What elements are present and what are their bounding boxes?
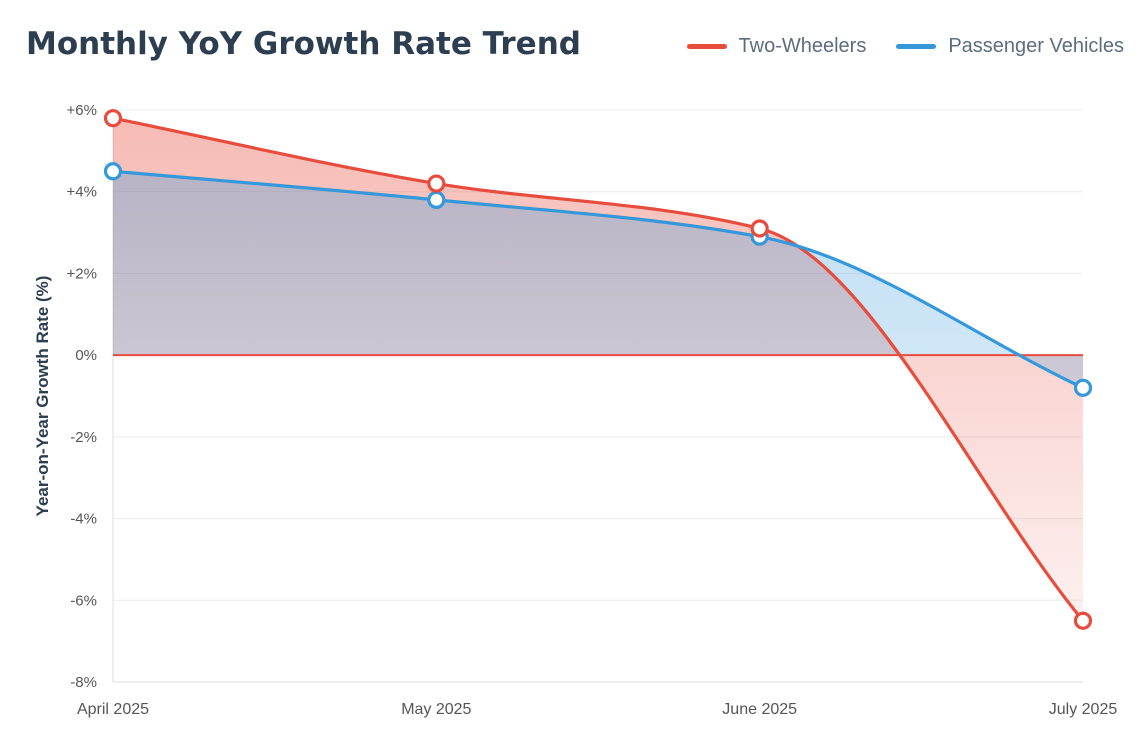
chart-legend: Two-Wheelers Passenger Vehicles [686,35,1124,58]
data-point-passenger-vehicles [427,190,446,209]
chart-title: Monthly YoY Growth Rate Trend [26,26,581,62]
y-tick-label: +2% [67,265,97,282]
legend-item-two-wheelers[interactable]: Two-Wheelers [686,35,867,58]
y-tick-label: +4% [67,184,97,201]
y-tick-label: -4% [70,511,97,528]
y-tick-label: -2% [70,429,97,446]
x-tick-label: April 2025 [77,701,149,718]
line-passenger-vehicles [111,169,1085,390]
data-point-two-wheelers [103,109,123,128]
y-tick-label: +6% [67,102,97,119]
legend-swatch-two-wheelers [686,44,727,49]
y-tick-label: 0% [75,347,97,364]
data-point-two-wheelers [427,174,446,193]
legend-item-passenger-vehicles[interactable]: Passenger Vehicles [896,35,1124,58]
legend-swatch-passenger-vehicles [896,44,937,49]
y-tick-label: -6% [70,592,97,609]
data-point-passenger-vehicles [103,162,123,181]
y-tick-label: -8% [70,674,97,691]
data-point-two-wheelers [1073,611,1093,630]
x-tick-label: May 2025 [401,701,471,718]
area-passenger-vehicles [113,171,1083,388]
x-tick-label: June 2025 [722,701,797,718]
line-two-wheelers [111,116,1085,623]
data-point-passenger-vehicles [1073,378,1093,397]
data-point-two-wheelers [750,219,769,238]
y-axis-title: Year-on-Year Growth Rate (%) [33,276,52,517]
x-tick-label: July 2025 [1049,701,1118,718]
legend-label-passenger-vehicles: Passenger Vehicles [948,35,1124,57]
legend-label-two-wheelers: Two-Wheelers [738,35,867,57]
